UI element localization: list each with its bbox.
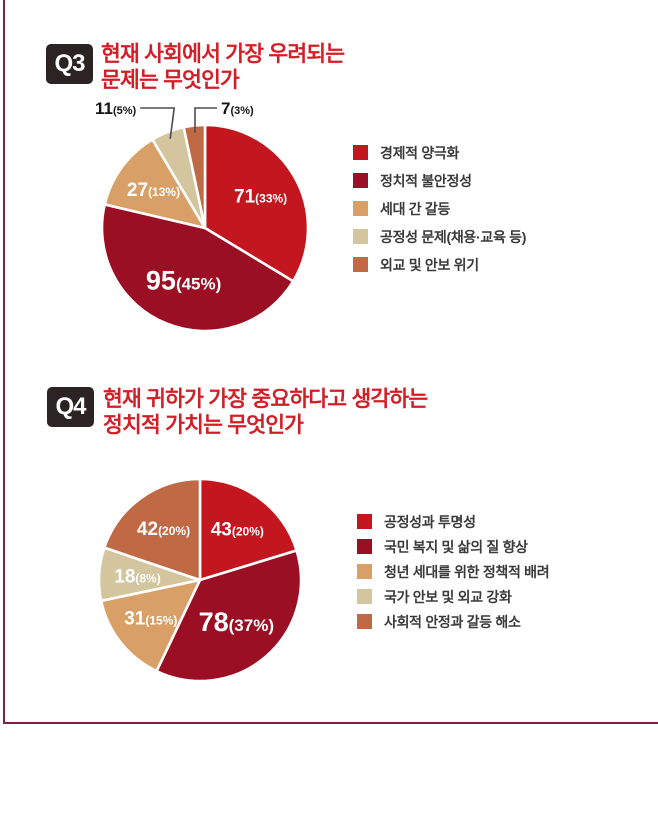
legend-swatch bbox=[353, 173, 368, 188]
legend-label: 외교 및 안보 위기 bbox=[380, 256, 479, 273]
pie-slice-1 bbox=[198, 477, 298, 582]
q3-title-line1: 현재 사회에서 가장 우려되는 bbox=[101, 42, 345, 66]
legend-swatch bbox=[357, 539, 372, 554]
pie-slice-2 bbox=[155, 549, 303, 683]
pie-slice-3 bbox=[103, 138, 207, 230]
pie-slice-3 bbox=[99, 578, 202, 673]
legend-swatch bbox=[353, 145, 368, 160]
q3-pie-chart: 71(33%) 95(45%) 27(13%) 11(5%) 7(3%) bbox=[95, 99, 310, 333]
legend-swatch bbox=[357, 614, 372, 629]
slice-label: 71(33%) bbox=[234, 187, 287, 208]
legend-label: 청년 세대를 위한 정책적 배려 bbox=[384, 563, 550, 580]
q3-title: 현재 사회에서 가장 우려되는 문제는 무엇인가 bbox=[101, 41, 345, 93]
slice-label-outside: 11(5%) bbox=[95, 99, 137, 118]
legend-swatch bbox=[353, 229, 368, 244]
legend-label: 세대 간 갈등 bbox=[380, 200, 451, 217]
callout-line bbox=[140, 107, 176, 139]
q3-badge: Q3 bbox=[46, 44, 93, 84]
legend-swatch bbox=[353, 257, 368, 272]
slice-label: 95(45%) bbox=[146, 266, 221, 296]
slice-label: 43(20%) bbox=[211, 520, 264, 541]
q4-title-line1: 현재 귀하가 가장 중요하다고 생각하는 bbox=[103, 387, 428, 411]
legend-swatch bbox=[357, 514, 372, 529]
pie-slice-2 bbox=[100, 203, 295, 333]
legend-swatch bbox=[357, 589, 372, 604]
legend-item-5: 외교 및 안보 위기 bbox=[353, 256, 526, 273]
legend-item-4: 공정성 문제(채용·교육 등) bbox=[353, 228, 527, 245]
legend-item-1: 경제적 양극화 bbox=[353, 144, 526, 161]
legend-label: 사회적 안정과 갈등 해소 bbox=[384, 613, 521, 630]
q4-pie-chart: 43(20%) 78(37%) 31(15%) 18(8%) 42(20%) bbox=[97, 477, 303, 683]
legend-label: 경제적 양극화 bbox=[380, 144, 460, 161]
legend-item-5: 사회적 안정과 갈등 해소 bbox=[357, 613, 549, 630]
legend-label: 공정성 문제(채용·교육 등) bbox=[380, 228, 527, 245]
q4-badge: Q4 bbox=[47, 387, 94, 427]
legend-item-4: 국가 안보 및 외교 강화 bbox=[357, 588, 549, 605]
slice-label: 18(8%) bbox=[114, 566, 160, 587]
legend-item-3: 청년 세대를 위한 정책적 배려 bbox=[357, 563, 550, 580]
slice-label: 78(37%) bbox=[199, 607, 274, 637]
q4-title: 현재 귀하가 가장 중요하다고 생각하는 정치적 가치는 무엇인가 bbox=[103, 386, 428, 438]
callout-line bbox=[194, 107, 217, 133]
pie-slice-5 bbox=[103, 477, 202, 582]
legend-label: 공정성과 투명성 bbox=[384, 513, 476, 530]
slice-label: 27(13%) bbox=[127, 180, 180, 201]
slice-label-outside: 7(3%) bbox=[221, 99, 254, 118]
legend-label: 정치적 불안정성 bbox=[380, 172, 472, 189]
legend-label: 국가 안보 및 외교 강화 bbox=[384, 588, 512, 605]
slice-label: 31(15%) bbox=[124, 609, 177, 630]
slice-label: 42(20%) bbox=[137, 519, 190, 540]
legend-swatch bbox=[357, 564, 372, 579]
legend-item-1: 공정성과 투명성 bbox=[357, 513, 549, 530]
legend-item-2: 국민 복지 및 삶의 질 향상 bbox=[357, 538, 549, 555]
legend-swatch bbox=[353, 201, 368, 216]
legend-item-2: 정치적 불안정성 bbox=[353, 172, 526, 189]
q3-title-line2: 문제는 무엇인가 bbox=[101, 68, 240, 92]
legend-label: 국민 복지 및 삶의 질 향상 bbox=[384, 538, 528, 555]
q4-title-line2: 정치적 가치는 무엇인가 bbox=[103, 413, 304, 437]
legend-item-3: 세대 간 갈등 bbox=[353, 200, 526, 217]
